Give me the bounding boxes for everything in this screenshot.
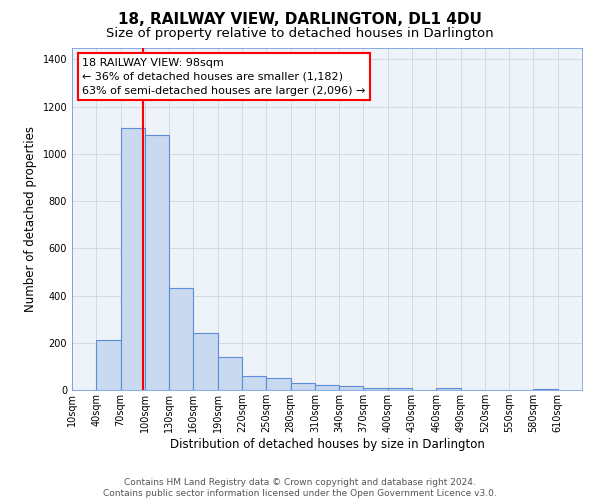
Bar bbox=[242, 376, 266, 390]
Bar bbox=[364, 388, 388, 390]
Bar bbox=[339, 386, 364, 390]
Bar bbox=[533, 389, 558, 390]
Bar bbox=[169, 288, 193, 390]
Bar bbox=[121, 128, 145, 390]
Bar bbox=[193, 334, 218, 390]
Bar bbox=[290, 383, 315, 390]
Bar bbox=[266, 378, 290, 390]
Bar bbox=[96, 340, 121, 390]
Text: 18 RAILWAY VIEW: 98sqm
← 36% of detached houses are smaller (1,182)
63% of semi-: 18 RAILWAY VIEW: 98sqm ← 36% of detached… bbox=[82, 58, 365, 96]
X-axis label: Distribution of detached houses by size in Darlington: Distribution of detached houses by size … bbox=[170, 438, 484, 450]
Bar bbox=[436, 388, 461, 390]
Bar bbox=[218, 357, 242, 390]
Y-axis label: Number of detached properties: Number of detached properties bbox=[24, 126, 37, 312]
Bar bbox=[315, 386, 339, 390]
Text: 18, RAILWAY VIEW, DARLINGTON, DL1 4DU: 18, RAILWAY VIEW, DARLINGTON, DL1 4DU bbox=[118, 12, 482, 28]
Bar bbox=[145, 135, 169, 390]
Text: Contains HM Land Registry data © Crown copyright and database right 2024.
Contai: Contains HM Land Registry data © Crown c… bbox=[103, 478, 497, 498]
Bar bbox=[388, 388, 412, 390]
Text: Size of property relative to detached houses in Darlington: Size of property relative to detached ho… bbox=[106, 28, 494, 40]
